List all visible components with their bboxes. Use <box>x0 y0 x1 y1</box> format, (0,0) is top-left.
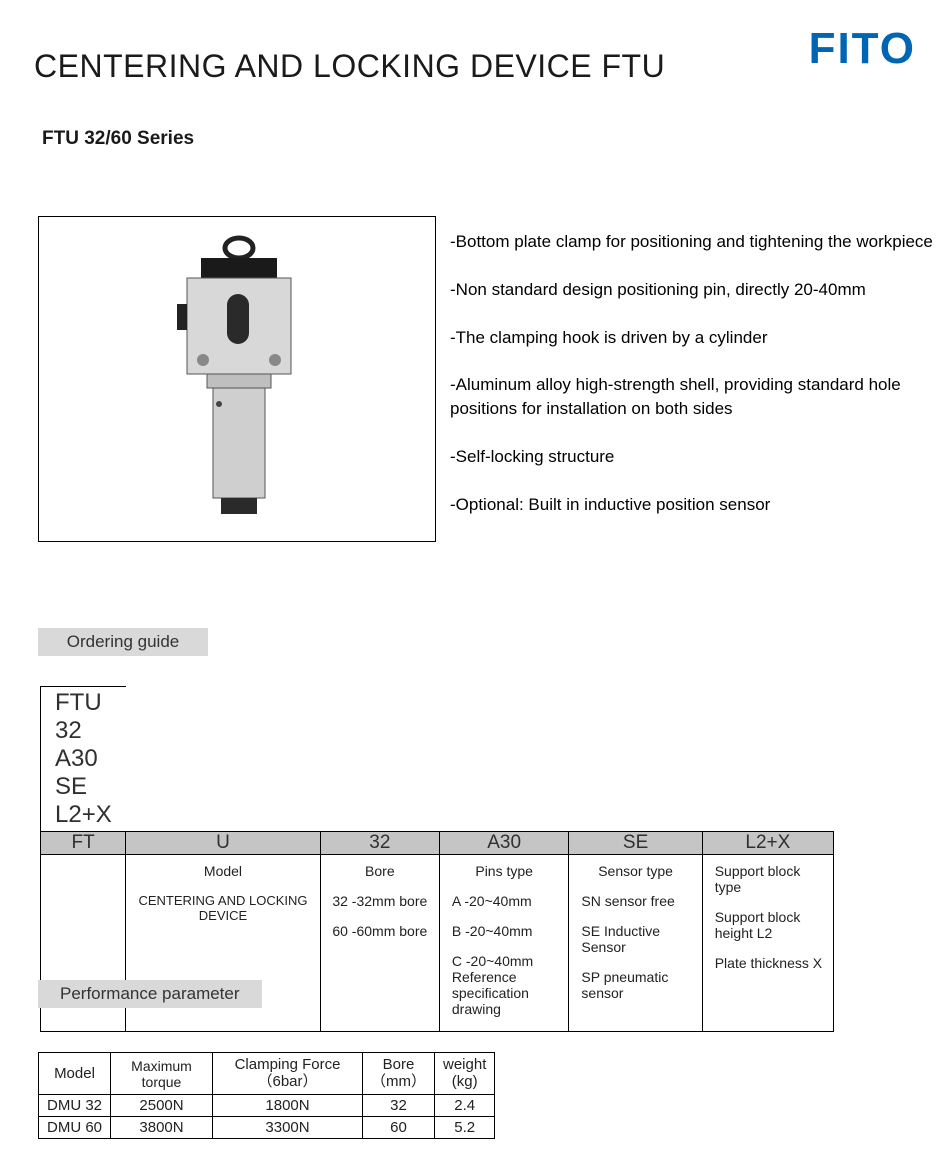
order-col-label: Model <box>134 863 312 879</box>
perf-row: DMU 60 3800N 3300N 60 5.2 <box>39 1117 495 1139</box>
order-col-line: 60 -60mm bore <box>329 923 431 939</box>
order-code-cell: FTU 32 A30 SE L2+X <box>41 687 126 832</box>
performance-table: Model Maximum torque Clamping Force（6bar… <box>38 1052 495 1139</box>
order-col-line: Support block type <box>711 863 825 895</box>
order-code: FTU 32 A30 SE L2+X <box>55 689 112 828</box>
perf-cell: DMU 60 <box>39 1117 111 1139</box>
order-cell-support: Support block type Support block height … <box>702 855 833 1032</box>
order-col-line: SE Inductive Sensor <box>577 923 693 955</box>
order-header: L2+X <box>702 832 833 855</box>
order-header: 32 <box>320 832 439 855</box>
ordering-guide-label: Ordering guide <box>38 628 208 656</box>
order-col-label: Pins type <box>448 863 561 879</box>
order-col-label: Sensor type <box>577 863 693 879</box>
order-col-line: B -20~40mm <box>448 923 561 939</box>
feature-item: -Bottom plate clamp for positioning and … <box>450 230 940 254</box>
performance-label: Performance parameter <box>38 980 262 1008</box>
brand-logo: FITO <box>809 24 916 74</box>
perf-cell: 3300N <box>213 1117 363 1139</box>
order-cell-pins: Pins type A -20~40mm B -20~40mm C -20~40… <box>439 855 569 1032</box>
perf-cell: 2500N <box>111 1095 213 1117</box>
perf-cell: 32 <box>363 1095 435 1117</box>
perf-cell: 5.2 <box>435 1117 495 1139</box>
perf-cell: 2.4 <box>435 1095 495 1117</box>
feature-item: -Non standard design positioning pin, di… <box>450 278 940 302</box>
order-col-line: A -20~40mm <box>448 893 561 909</box>
perf-header-bore: Bore（mm） <box>363 1053 435 1095</box>
order-header: FT <box>41 832 126 855</box>
order-col-desc: CENTERING AND LOCKING DEVICE <box>134 893 312 923</box>
perf-cell: DMU 32 <box>39 1095 111 1117</box>
perf-header-model: Model <box>39 1053 111 1095</box>
device-illustration-icon <box>147 234 327 524</box>
order-header: A30 <box>439 832 569 855</box>
perf-header-weight: weight(kg) <box>435 1053 495 1095</box>
order-col-line: Plate thickness X <box>711 955 825 971</box>
perf-header-force: Clamping Force（6bar） <box>213 1053 363 1095</box>
feature-item: -Optional: Built in inductive position s… <box>450 493 940 517</box>
feature-item: -Self-locking structure <box>450 445 940 469</box>
order-col-label: Bore <box>329 863 431 879</box>
order-cell-bore: Bore 32 -32mm bore 60 -60mm bore <box>320 855 439 1032</box>
page-title: CENTERING AND LOCKING DEVICE FTU <box>34 48 665 85</box>
perf-row: DMU 32 2500N 1800N 32 2.4 <box>39 1095 495 1117</box>
feature-item: -The clamping hook is driven by a cylind… <box>450 326 940 350</box>
product-image <box>38 216 436 542</box>
perf-cell: 60 <box>363 1117 435 1139</box>
perf-cell: 3800N <box>111 1117 213 1139</box>
order-header: SE <box>569 832 702 855</box>
page-subtitle: FTU 32/60 Series <box>42 128 194 150</box>
feature-item: -Aluminum alloy high-strength shell, pro… <box>450 373 940 421</box>
order-col-line: Support block height L2 <box>711 909 825 941</box>
order-col-line: SP pneumatic sensor <box>577 969 693 1001</box>
order-col-line: C -20~40mm Reference specification drawi… <box>448 953 561 1017</box>
order-cell-sensor: Sensor type SN sensor free SE Inductive … <box>569 855 702 1032</box>
order-col-line: SN sensor free <box>577 893 693 909</box>
perf-cell: 1800N <box>213 1095 363 1117</box>
order-header: U <box>126 832 321 855</box>
perf-header-torque: Maximum torque <box>111 1053 213 1095</box>
order-col-line: 32 -32mm bore <box>329 893 431 909</box>
feature-list: -Bottom plate clamp for positioning and … <box>450 230 940 541</box>
